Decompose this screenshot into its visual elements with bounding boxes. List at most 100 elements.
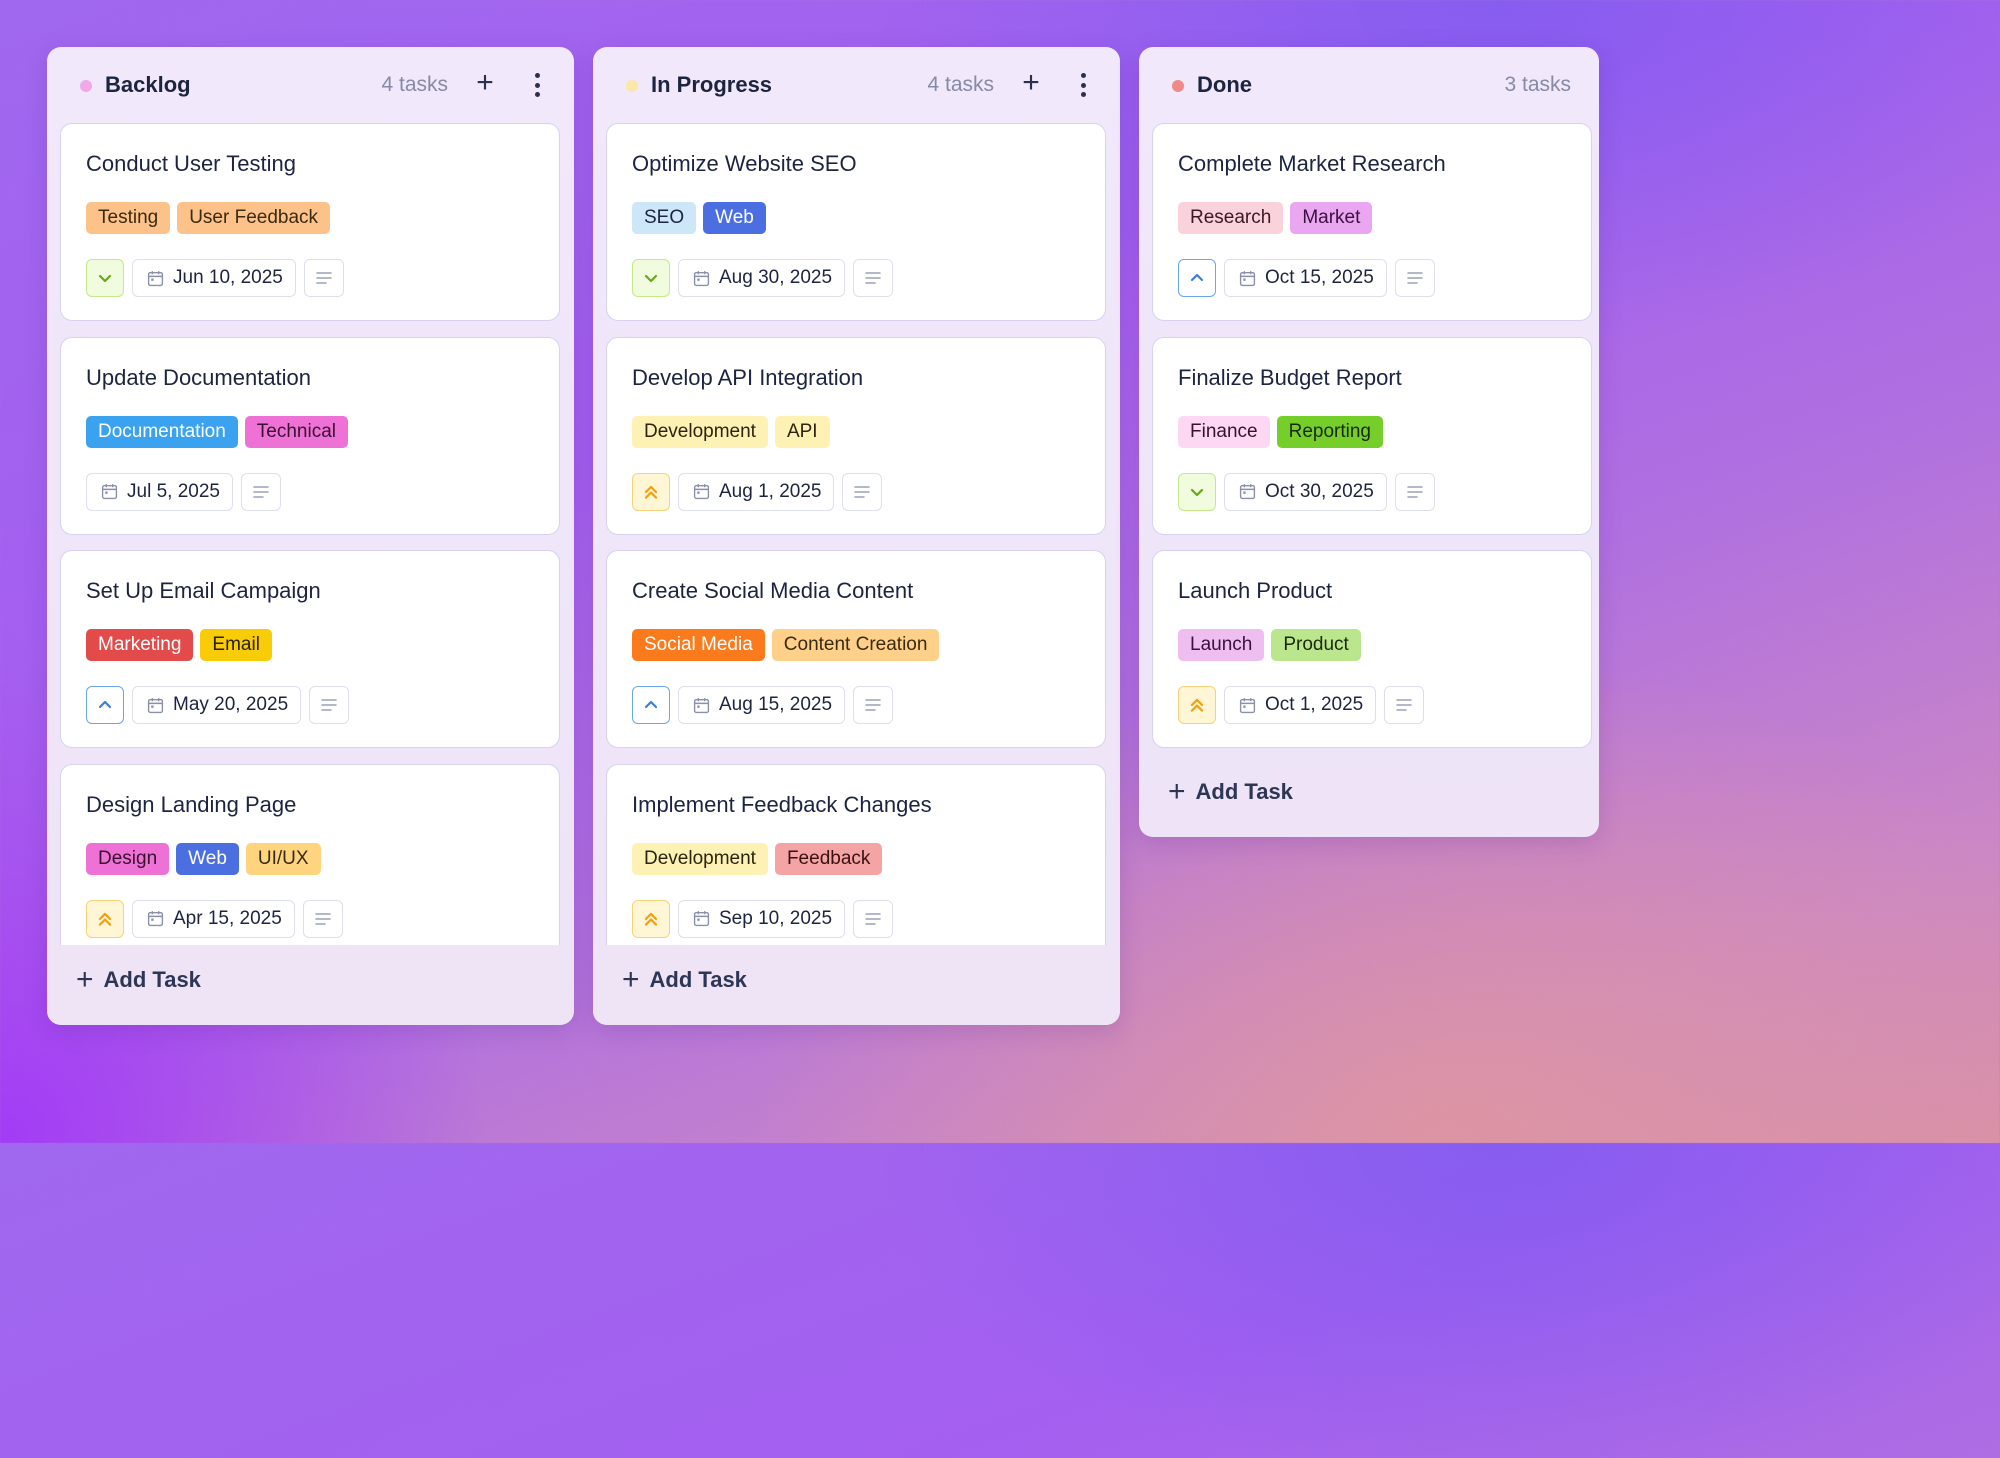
due-date-button[interactable]: May 20, 2025 <box>132 686 302 724</box>
tag-list: Documentation Technical <box>86 415 349 448</box>
tag[interactable]: Research <box>1178 202 1284 234</box>
task-card[interactable]: Conduct User Testing Testing User Feedback… <box>60 123 560 321</box>
calendar-icon <box>147 270 164 287</box>
column-status-dot <box>626 80 638 92</box>
task-card[interactable]: Update Documentation Documentation Technic… <box>60 336 560 535</box>
task-card[interactable]: Complete Market Research Research Market Oc… <box>1152 123 1592 321</box>
calendar-icon <box>147 697 164 714</box>
add-task-button[interactable]: + Add Task <box>1168 775 1293 808</box>
due-date-button[interactable]: Jul 5, 2025 <box>86 472 233 511</box>
tag[interactable]: Launch <box>1178 629 1265 661</box>
task-meta: Oct 1, 2025 <box>1178 686 1425 724</box>
priority-high-icon[interactable] <box>632 899 670 938</box>
notes-icon[interactable] <box>1394 259 1435 297</box>
tag[interactable]: Web <box>176 842 239 875</box>
task-title: Create Social Media Content <box>632 578 914 603</box>
task-card[interactable]: Implement Feedback Changes Development Fee… <box>606 763 1106 962</box>
tag[interactable]: Technical <box>244 415 349 448</box>
notes-icon[interactable] <box>309 686 350 724</box>
tag[interactable]: Development <box>632 842 768 875</box>
notes-icon[interactable] <box>853 259 894 297</box>
task-title: Design Landing Page <box>86 791 297 817</box>
tag[interactable]: Documentation <box>86 415 238 448</box>
task-meta: Jul 5, 2025 <box>86 472 281 511</box>
notes-icon[interactable] <box>302 899 343 938</box>
due-date-text: Aug 1, 2025 <box>719 480 822 502</box>
column-task-count: 4 tasks <box>381 73 448 96</box>
more-options-icon[interactable] <box>524 71 550 99</box>
task-meta: May 20, 2025 <box>86 686 350 724</box>
due-date-button[interactable]: Oct 1, 2025 <box>1224 686 1377 724</box>
task-card[interactable]: Optimize Website SEO SEO Web Aug 30, 2025 <box>606 123 1106 321</box>
tag[interactable]: Content Creation <box>771 629 940 661</box>
due-date-text: Jul 5, 2025 <box>127 480 220 502</box>
due-date-button[interactable]: Aug 1, 2025 <box>678 472 835 511</box>
notes-icon[interactable] <box>303 259 344 297</box>
due-date-button[interactable]: Oct 15, 2025 <box>1224 259 1387 297</box>
notes-icon[interactable] <box>853 686 894 724</box>
tag[interactable]: User Feedback <box>177 202 331 234</box>
task-title: Optimize Website SEO <box>632 151 857 176</box>
due-date-button[interactable]: Jun 10, 2025 <box>132 259 296 297</box>
task-title: Complete Market Research <box>1178 151 1446 176</box>
plus-icon: + <box>76 963 94 996</box>
tag[interactable]: Social Media <box>632 629 765 661</box>
add-card-plus-icon[interactable]: + <box>476 66 494 99</box>
task-card[interactable]: Create Social Media Content Social Media C… <box>606 550 1106 748</box>
task-card[interactable]: Develop API Integration Development API Aug… <box>606 336 1106 535</box>
plus-icon: + <box>1168 775 1186 808</box>
task-card[interactable]: Design Landing Page Design Web UI/UX Apr 15,… <box>60 763 560 962</box>
calendar-icon <box>101 483 118 500</box>
notes-icon[interactable] <box>842 472 883 511</box>
more-options-icon[interactable] <box>1070 71 1096 99</box>
tag[interactable]: Design <box>86 842 170 875</box>
priority-low-icon[interactable] <box>632 259 670 297</box>
due-date-button[interactable]: Sep 10, 2025 <box>678 899 846 938</box>
tag-list: Finance Reporting <box>1178 415 1383 448</box>
tag[interactable]: Product <box>1271 629 1361 661</box>
notes-icon[interactable] <box>1384 686 1425 724</box>
tag[interactable]: Market <box>1290 202 1373 234</box>
add-task-button[interactable]: + Add Task <box>76 963 201 996</box>
add-task-label: Add Task <box>649 967 747 992</box>
priority-high-icon[interactable] <box>1178 686 1216 724</box>
add-card-plus-icon[interactable]: + <box>1022 66 1040 99</box>
priority-high-icon[interactable] <box>632 472 670 511</box>
task-meta: Aug 15, 2025 <box>632 686 894 724</box>
priority-medium-icon[interactable] <box>632 686 670 724</box>
notes-icon[interactable] <box>853 899 894 938</box>
due-date-button[interactable]: Apr 15, 2025 <box>132 899 295 938</box>
tag[interactable]: Web <box>703 202 766 234</box>
tag[interactable]: Feedback <box>774 842 883 875</box>
tag[interactable]: UI/UX <box>245 842 321 875</box>
tag[interactable]: Testing <box>86 202 171 234</box>
tag[interactable]: SEO <box>632 202 697 234</box>
tag[interactable]: Development <box>632 415 768 448</box>
notes-icon[interactable] <box>240 472 281 511</box>
tag[interactable]: Reporting <box>1276 415 1383 448</box>
task-card[interactable]: Set Up Email Campaign Marketing Email May 2… <box>60 550 560 748</box>
priority-low-icon[interactable] <box>86 259 124 297</box>
notes-icon[interactable] <box>1394 472 1435 511</box>
priority-low-icon[interactable] <box>1178 472 1216 511</box>
calendar-icon <box>1239 270 1256 287</box>
tag[interactable]: API <box>774 415 830 448</box>
due-date-button[interactable]: Oct 30, 2025 <box>1224 472 1387 511</box>
due-date-text: Apr 15, 2025 <box>173 907 282 929</box>
priority-high-icon[interactable] <box>86 899 124 938</box>
task-card[interactable]: Launch Product Launch Product Oct 1, 2025 <box>1152 550 1592 748</box>
task-meta: Aug 30, 2025 <box>632 259 894 297</box>
task-title: Develop API Integration <box>632 364 864 390</box>
tag[interactable]: Finance <box>1178 415 1270 448</box>
priority-medium-icon[interactable] <box>1178 259 1216 297</box>
due-date-text: Sep 10, 2025 <box>719 907 833 929</box>
task-title: Finalize Budget Report <box>1178 364 1402 390</box>
due-date-button[interactable]: Aug 15, 2025 <box>678 686 846 724</box>
add-task-button[interactable]: + Add Task <box>622 965 747 995</box>
tag[interactable]: Email <box>200 629 272 661</box>
priority-medium-icon[interactable] <box>86 686 124 724</box>
task-card[interactable]: Finalize Budget Report Finance Reporting Oc… <box>1152 336 1592 535</box>
task-title: Implement Feedback Changes <box>632 791 932 817</box>
tag[interactable]: Marketing <box>86 629 194 661</box>
due-date-button[interactable]: Aug 30, 2025 <box>678 259 846 297</box>
